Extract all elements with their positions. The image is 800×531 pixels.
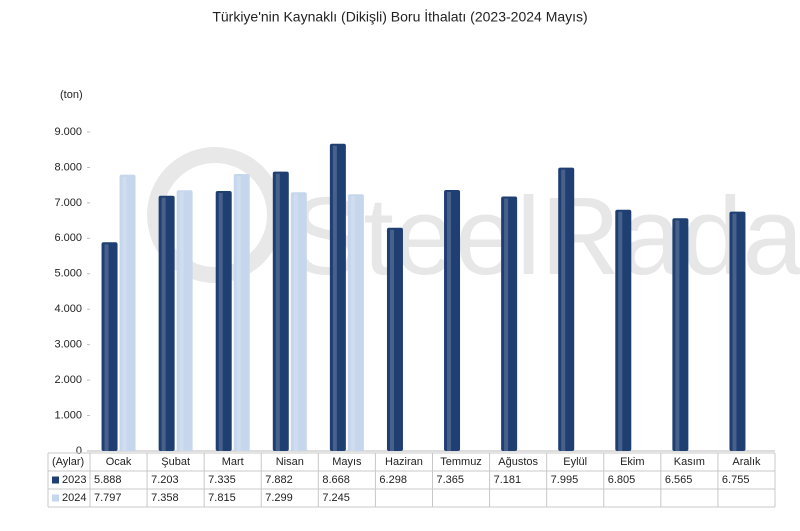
x-tick-label: Nisan — [276, 456, 304, 468]
bar-shine — [732, 213, 737, 451]
bar-shine — [218, 193, 223, 451]
table-value: 7.335 — [208, 474, 236, 486]
table-value: 5.888 — [94, 474, 122, 486]
table-value: 8.668 — [322, 474, 350, 486]
chart-title: Türkiye'nin Kaynaklı (Dikişli) Boru İtha… — [212, 8, 587, 25]
bar-shine — [179, 192, 184, 452]
bar-shine — [332, 145, 337, 451]
bar — [290, 192, 307, 451]
bar-shine — [275, 173, 280, 451]
bar — [272, 171, 289, 451]
table-value: 7.815 — [208, 492, 236, 504]
legend-swatch — [52, 494, 59, 502]
x-tick-label: Eylül — [563, 456, 587, 468]
bar-shine — [675, 220, 680, 451]
x-tick-label: Kasım — [674, 456, 705, 468]
table-value: 7.358 — [151, 492, 179, 504]
legend-label: 2024 — [62, 492, 86, 504]
y-tick-label: 9.000 — [54, 126, 82, 138]
table-value: 7.181 — [494, 474, 522, 486]
y-tick-label: 8.000 — [54, 161, 82, 173]
bar — [501, 196, 518, 451]
bar-shine — [161, 197, 166, 451]
x-tick-label: Ağustos — [498, 456, 538, 468]
bar — [386, 227, 403, 451]
bar — [615, 209, 632, 451]
x-tick-label: Şubat — [161, 456, 190, 468]
bar-shine — [104, 244, 109, 451]
bar — [158, 195, 175, 451]
bar — [444, 189, 461, 451]
x-tick-label: Mayıs — [332, 456, 362, 468]
bar-shine — [618, 211, 623, 451]
table-value: 6.565 — [665, 474, 693, 486]
bar — [233, 174, 250, 452]
x-tick-label: Ocak — [106, 456, 132, 468]
bar-shine — [350, 196, 355, 451]
table-value: 6.755 — [722, 474, 750, 486]
watermark: SteelRadar — [290, 175, 800, 298]
legend-label: 2023 — [62, 474, 86, 486]
x-tick-label: Temmuz — [440, 456, 482, 468]
table-value: 7.995 — [551, 474, 579, 486]
bar — [558, 167, 575, 451]
x-tick-label: Haziran — [385, 456, 423, 468]
x-tick-label: Ekim — [620, 456, 644, 468]
table-value: 7.365 — [437, 474, 465, 486]
y-axis-label: (ton) — [60, 89, 83, 101]
bar — [729, 211, 746, 451]
table-value: 7.203 — [151, 474, 179, 486]
legend-swatch — [52, 476, 59, 484]
bar-shine — [504, 198, 509, 451]
y-tick-label: 5.000 — [54, 268, 82, 280]
x-axis-label: (Aylar) — [52, 456, 84, 468]
bar — [215, 191, 232, 451]
table-value: 7.299 — [265, 492, 293, 504]
y-tick-label: 7.000 — [54, 197, 82, 209]
table-value: 6.805 — [608, 474, 636, 486]
bar-shine — [122, 176, 127, 452]
y-tick-label: 3.000 — [54, 339, 82, 351]
table-value: 7.882 — [265, 474, 293, 486]
table-value: 6.298 — [379, 474, 407, 486]
bar — [672, 218, 689, 451]
y-tick-label: 4.000 — [54, 303, 82, 315]
bar-shine — [236, 176, 241, 452]
x-tick-label: Aralık — [732, 456, 761, 468]
bar — [101, 242, 118, 451]
bar — [119, 174, 136, 452]
bar-shine — [447, 191, 452, 451]
table-value: 7.797 — [94, 492, 122, 504]
bar — [176, 190, 193, 452]
y-tick-label: 1.000 — [54, 409, 82, 421]
y-tick-label: 6.000 — [54, 232, 82, 244]
bar — [347, 194, 364, 451]
bar-shine — [389, 229, 394, 451]
bar-shine — [293, 194, 298, 451]
bar-shine — [561, 169, 566, 451]
bar — [329, 143, 346, 451]
y-tick-label: 2.000 — [54, 374, 82, 386]
y-tick-label: 0 — [76, 445, 82, 457]
table-value: 7.245 — [322, 492, 350, 504]
x-tick-label: Mart — [222, 456, 244, 468]
